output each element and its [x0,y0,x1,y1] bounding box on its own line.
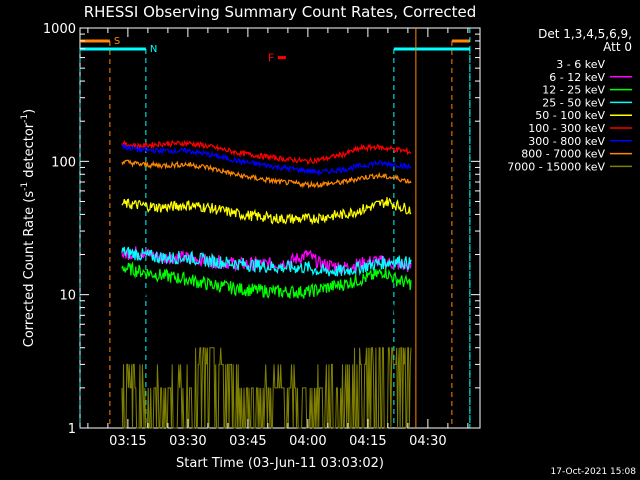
series-line-7 [121,143,412,177]
series-line-1 [121,282,412,340]
flare-label: F [268,52,274,65]
x-tick-label: 03:30 [169,434,206,449]
series-group [121,139,412,429]
legend-label: 12 - 25 keV [542,84,605,97]
footer-date: 17-Oct-2021 15:08 [551,467,637,477]
legend-label: 300 - 800 keV [528,135,605,148]
y-tick-label: 100 [51,155,76,170]
x-tick-label: 03:15 [109,434,146,449]
legend-label: 3 - 6 keV [556,58,605,71]
y-axis-label-part-a: Corrected Count Rate (s [22,191,37,348]
marker-label: N [150,44,157,55]
x-tick-label: 03:45 [229,434,266,449]
x-axis: 03:15 03:30 03:45 04:00 04:15 04:30 [87,28,469,449]
y-axis: 1 10 100 1000 [43,22,480,437]
series-line-6 [121,139,412,166]
legend-label: 25 - 50 keV [542,96,605,109]
series-line-5 [121,197,412,226]
legend-title: Det 1,3,4,5,6,9, [538,27,632,41]
y-tick-label: 1000 [43,22,76,37]
series-line-3 [121,260,412,299]
y-axis-label-sup-b: -1 [20,114,30,123]
y-tick-label: 1 [68,422,76,437]
instrument-markers: S N F [79,28,471,428]
y-axis-label: Corrected Count Rate (s-1 detector-1) [20,109,37,347]
marker-label: S [114,36,120,47]
series-line-8 [121,159,412,189]
x-tick-label: 04:15 [349,434,386,449]
legend-label: 6 - 12 keV [549,71,605,84]
chart-title: RHESSI Observing Summary Count Rates, Co… [84,3,477,21]
x-tick-label: 04:00 [289,434,326,449]
legend-label: 800 - 7000 keV [521,148,605,161]
legend-label: 7000 - 15000 keV [507,160,605,173]
plot-border [79,27,481,429]
y-tick-label: 10 [59,289,76,304]
y-axis-label-sup-a: -1 [20,182,30,191]
legend-subtitle: Att 0 [603,40,632,54]
y-axis-label-part-c: ) [22,109,37,114]
y-axis-label-part-b: detector [22,122,37,182]
x-axis-label: Start Time (03-Jun-11 03:03:02) [176,456,384,471]
legend-label: 100 - 300 keV [528,122,605,135]
plot-frame [79,27,481,429]
series-line-2 [121,246,412,274]
series-line-4 [121,246,412,277]
x-tick-label: 04:30 [409,434,446,449]
legend-label: 50 - 100 keV [535,109,605,122]
series-line-9 [121,347,412,429]
